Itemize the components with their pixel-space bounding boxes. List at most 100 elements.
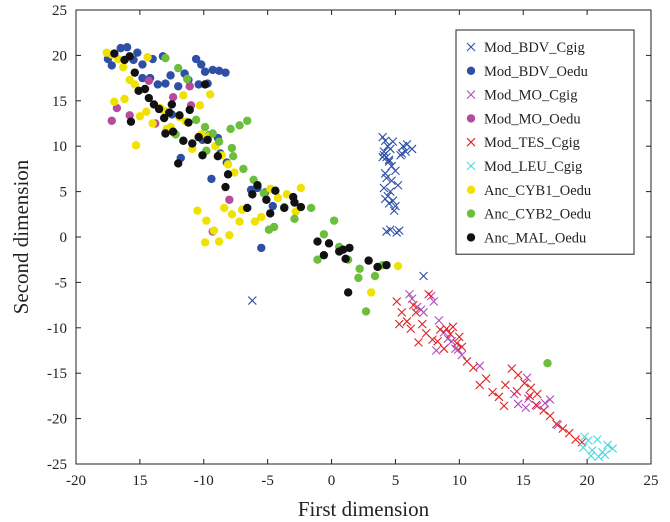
point-mod-leu-cgig [594, 452, 603, 462]
legend-label-mod-mo-oedu: Mod_MO_Oedu [484, 111, 581, 127]
point-anc-cyb2-oedu [543, 359, 552, 368]
point-anc-mal-oedu [280, 203, 289, 213]
point-anc-mal-oedu [364, 256, 373, 265]
point-anc-cyb1-oedu [235, 217, 244, 226]
legend-label-anc-cyb1-oedu: Anc_CYB1_Oedu [484, 183, 591, 199]
point-mod-tes-cgig [539, 406, 549, 415]
point-mod-tes-cgig [531, 400, 541, 410]
point-mod-bdv-oedu [138, 73, 147, 83]
point-mod-mo-oedu [168, 92, 178, 102]
point-anc-cyb1-oedu [366, 288, 376, 297]
point-mod-mo-cgig [429, 297, 439, 306]
point-mod-mo-cgig [475, 361, 485, 371]
legend-box [455, 29, 635, 255]
point-anc-mal-oedu [243, 203, 252, 213]
point-anc-mal-oedu [223, 170, 233, 179]
point-anc-mal-oedu [271, 186, 280, 195]
point-anc-mal-oedu [194, 132, 203, 142]
x-tick-label: 15 [132, 473, 147, 489]
point-anc-mal-oedu [110, 49, 119, 58]
point-anc-cyb2-oedu [361, 307, 371, 316]
point-anc-cyb1-oedu [179, 91, 188, 100]
point-anc-mal-oedu [174, 159, 183, 168]
point-anc-cyb1-oedu [393, 261, 403, 271]
point-mod-bdv-cgig [389, 206, 399, 216]
point-anc-mal-oedu [159, 113, 169, 123]
point-mod-bdv-cgig [391, 166, 400, 176]
point-mod-bdv-cgig [388, 137, 398, 147]
point-mod-tes-cgig [406, 324, 416, 334]
point-anc-cyb1-oedu [193, 206, 202, 215]
point-anc-cyb2-oedu [306, 203, 316, 213]
y-tick-label: -25 [47, 457, 67, 473]
point-mod-bdv-oedu [194, 80, 203, 89]
point-mod-tes-cgig [454, 332, 464, 342]
point-anc-mal-oedu [313, 237, 322, 246]
point-mod-bdv-oedu [197, 60, 206, 69]
point-anc-mal-oedu [319, 250, 329, 260]
point-anc-cyb1-oedu [143, 53, 152, 62]
x-tick-label: 5 [392, 473, 400, 489]
point-mod-tes-cgig [424, 289, 434, 299]
legend-marker-anc-mal-oedu [466, 233, 476, 242]
point-mod-tes-cgig [457, 342, 467, 352]
point-mod-mo-cgig [439, 327, 449, 337]
point-mod-tes-cgig [499, 401, 509, 411]
point-anc-cyb1-oedu [200, 238, 210, 247]
legend-label-anc-cyb2-oedu: Anc_CYB2_Oedu [484, 207, 591, 223]
point-mod-bdv-cgig [393, 180, 403, 190]
point-anc-cyb2-oedu [355, 264, 364, 273]
point-anc-mal-oedu [130, 68, 139, 77]
point-mod-tes-cgig [445, 329, 455, 339]
point-mod-bdv-cgig [385, 225, 395, 235]
point-mod-tes-cgig [402, 317, 412, 326]
point-mod-bdv-oedu [208, 65, 217, 75]
point-anc-mal-oedu [154, 104, 164, 114]
point-mod-tes-cgig [513, 370, 523, 380]
point-anc-cyb2-oedu [228, 151, 238, 161]
point-mod-tes-cgig [452, 338, 462, 348]
point-mod-mo-oedu [107, 116, 116, 125]
point-mod-mo-oedu [112, 103, 122, 113]
point-mod-bdv-cgig [247, 296, 257, 305]
point-mod-tes-cgig [494, 392, 504, 402]
point-mod-tes-cgig [448, 322, 458, 332]
point-mod-mo-oedu [144, 76, 154, 86]
point-mod-tes-cgig [558, 424, 568, 433]
x-tick-label: 15 [516, 473, 531, 489]
point-mod-bdv-cgig [384, 157, 394, 167]
legend-label-mod-bdv-cgig: Mod_BDV_Cgig [484, 40, 585, 56]
point-mod-bdv-oedu [107, 61, 116, 70]
point-anc-cyb1-oedu [230, 168, 239, 177]
point-anc-cyb1-oedu [223, 160, 233, 169]
point-anc-cyb1-oedu [296, 183, 306, 193]
x-tick-label: 20 [580, 473, 595, 489]
point-mod-mo-oedu [225, 195, 234, 204]
point-anc-cyb1-oedu [214, 237, 224, 246]
point-mod-tes-cgig [525, 391, 534, 401]
point-anc-cyb1-oedu [250, 217, 260, 226]
point-anc-mal-oedu [203, 135, 212, 145]
point-mod-bdv-cgig [380, 136, 390, 146]
point-mod-tes-cgig [500, 380, 510, 390]
point-anc-mal-oedu [296, 202, 306, 212]
point-anc-mal-oedu [161, 129, 170, 138]
point-anc-cyb1-oedu [202, 216, 211, 225]
point-mod-mo-oedu [125, 111, 134, 120]
point-mod-tes-cgig [532, 389, 542, 399]
point-mod-leu-cgig [578, 443, 588, 453]
point-mod-mo-oedu [185, 82, 194, 91]
point-mod-leu-cgig [592, 435, 602, 444]
point-mod-tes-cgig [577, 437, 587, 447]
point-anc-mal-oedu [140, 84, 150, 94]
point-mod-tes-cgig [439, 344, 449, 354]
point-anc-mal-oedu [168, 127, 178, 136]
point-mod-bdv-cgig [385, 187, 395, 196]
point-anc-cyb2-oedu [191, 115, 201, 125]
y-tick-label: -5 [55, 275, 68, 291]
series-anc-mal-oedu [110, 49, 391, 297]
point-anc-cyb2-oedu [354, 273, 363, 283]
point-anc-cyb2-oedu [235, 121, 244, 130]
point-anc-mal-oedu [188, 139, 197, 148]
point-anc-cyb2-oedu [329, 216, 339, 225]
